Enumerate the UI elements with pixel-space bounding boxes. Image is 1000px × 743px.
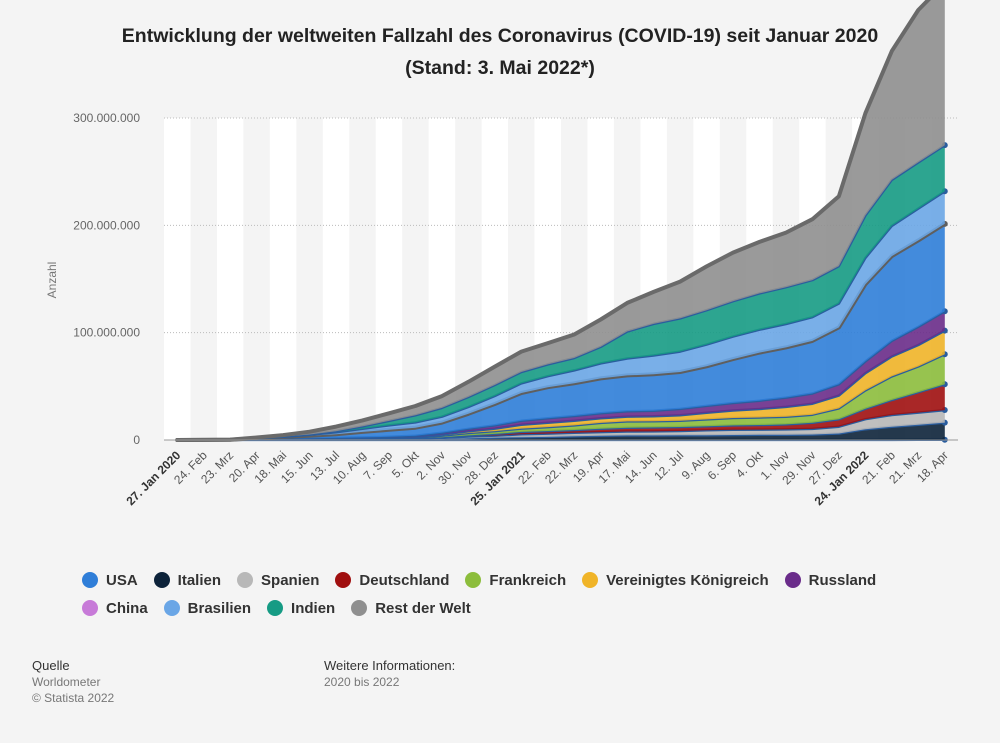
x-band xyxy=(270,118,296,440)
source-heading: Quelle xyxy=(32,658,114,674)
legend-marker xyxy=(785,572,801,588)
info-heading: Weitere Informationen: xyxy=(324,658,455,674)
source-name: Worldometer xyxy=(32,674,114,690)
legend-marker xyxy=(582,572,598,588)
legend-item[interactable]: China xyxy=(82,600,148,617)
legend-marker xyxy=(465,572,481,588)
source-block: Quelle Worldometer © Statista 2022 xyxy=(32,658,114,706)
legend-item[interactable]: Spanien xyxy=(237,572,319,589)
legend-label: Rest der Welt xyxy=(375,600,471,617)
area-chart: 0 100.000.000 200.000.000 300.000.000 Anzahl… xyxy=(0,0,1000,560)
legend-item[interactable]: Brasilien xyxy=(164,600,251,617)
legend-marker xyxy=(351,600,367,616)
y-tick-label: 0 xyxy=(133,433,140,447)
legend-row: USA Italien Spanien Deutschland Frankreich Ve… xyxy=(82,566,982,594)
x-band xyxy=(376,118,402,440)
legend-marker xyxy=(335,572,351,588)
chart-legend: USA Italien Spanien Deutschland Frankreich Ve… xyxy=(82,566,982,622)
legend-marker xyxy=(267,600,283,616)
legend-marker xyxy=(237,572,253,588)
legend-label: Brasilien xyxy=(188,600,251,617)
x-tick-label: 12. Jul xyxy=(651,448,686,483)
legend-item[interactable]: Indien xyxy=(267,600,335,617)
legend-marker xyxy=(82,572,98,588)
legend-item[interactable]: Russland xyxy=(785,572,877,589)
legend-label: Deutschland xyxy=(359,572,449,589)
y-axis-label: Anzahl xyxy=(45,262,59,299)
y-tick-label: 200.000.000 xyxy=(73,218,140,232)
legend-item[interactable]: Deutschland xyxy=(335,572,449,589)
legend-item[interactable]: Rest der Welt xyxy=(351,600,471,617)
legend-label: Indien xyxy=(291,600,335,617)
legend-row: China Brasilien Indien Rest der Welt xyxy=(82,594,982,622)
y-tick-label: 300.000.000 xyxy=(73,111,140,125)
info-text: 2020 bis 2022 xyxy=(324,674,455,690)
x-tick-label: 6. Sep xyxy=(705,448,740,483)
info-block: Weitere Informationen: 2020 bis 2022 xyxy=(324,658,455,690)
x-tick-label: 7. Sep xyxy=(361,448,396,483)
legend-item[interactable]: Frankreich xyxy=(465,572,566,589)
legend-item[interactable]: USA xyxy=(82,572,138,589)
x-band xyxy=(323,118,349,440)
legend-label: Frankreich xyxy=(489,572,566,589)
legend-label: Russland xyxy=(809,572,877,589)
legend-item[interactable]: Vereinigtes Königreich xyxy=(582,572,769,589)
legend-label: USA xyxy=(106,572,138,589)
copyright-text: © Statista 2022 xyxy=(32,690,114,706)
x-band xyxy=(164,118,190,440)
legend-marker xyxy=(82,600,98,616)
legend-marker xyxy=(154,572,170,588)
legend-marker xyxy=(164,600,180,616)
y-tick-label: 100.000.000 xyxy=(73,326,140,340)
x-band xyxy=(217,118,243,440)
legend-label: Spanien xyxy=(261,572,319,589)
legend-label: Vereinigtes Königreich xyxy=(606,572,769,589)
legend-label: China xyxy=(106,600,148,617)
legend-label: Italien xyxy=(178,572,221,589)
x-tick-label: 9. Aug xyxy=(679,448,713,482)
legend-item[interactable]: Italien xyxy=(154,572,221,589)
